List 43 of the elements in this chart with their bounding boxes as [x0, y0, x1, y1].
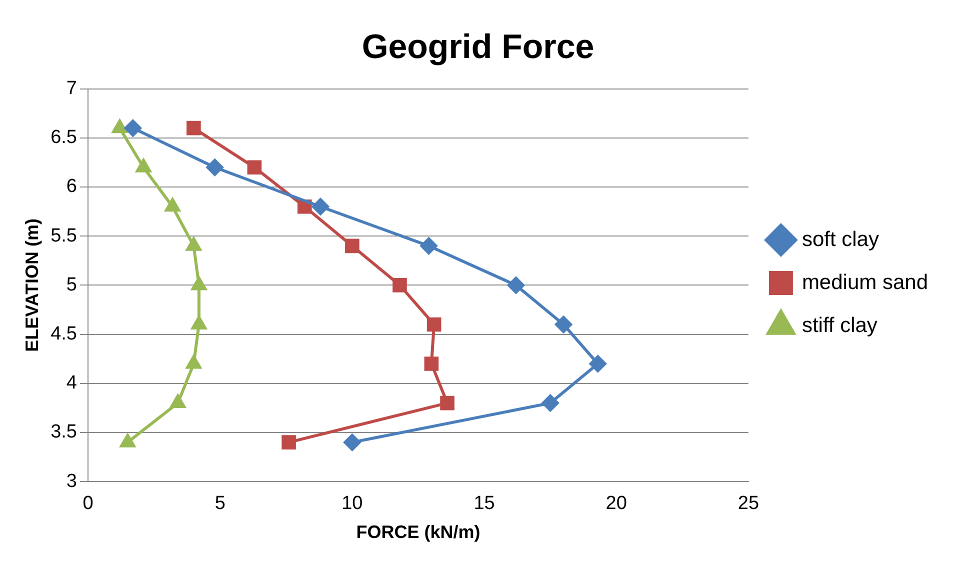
chart-title: Geogrid Force: [362, 28, 594, 66]
point: [191, 276, 207, 290]
y-tick-label: 6.5: [50, 127, 78, 148]
y-tick-label: 4: [66, 372, 78, 394]
point: [124, 120, 142, 137]
y-tick-label: 7: [66, 78, 78, 100]
point: [420, 237, 438, 254]
legend-label: medium sand: [802, 270, 928, 294]
x-tick-label: 0: [82, 493, 94, 514]
y-tick-label: 5.5: [50, 225, 78, 246]
point: [112, 120, 128, 134]
point: [206, 158, 224, 176]
x-tick-label: 15: [474, 493, 495, 514]
point: [247, 160, 262, 175]
point: [344, 434, 361, 451]
legend-label: stiff clay: [802, 314, 878, 337]
legend-label: soft clay: [802, 228, 880, 251]
y-axis-title: ELEVATION (m): [22, 218, 42, 352]
y-tick-label: 6: [66, 176, 78, 198]
x-tick-label: 10: [342, 493, 363, 514]
point: [136, 158, 152, 172]
point: [426, 317, 442, 332]
point: [170, 394, 186, 408]
y-tick-label: 4.5: [50, 324, 78, 345]
x-tick-label: 5: [214, 493, 226, 514]
point: [424, 356, 439, 371]
x-tick-label: 25: [738, 493, 760, 514]
point: [589, 355, 606, 372]
point: [542, 394, 559, 412]
y-tick-label: 5: [66, 274, 78, 296]
point: [345, 238, 360, 254]
x-axis-title: FORCE (kN/m): [356, 522, 480, 542]
point: [392, 278, 407, 292]
point: [164, 198, 180, 212]
point: [186, 120, 201, 136]
point: [440, 396, 454, 410]
y-tick-label: 3: [66, 470, 78, 492]
point: [555, 316, 572, 333]
x-tick-label: 20: [606, 493, 627, 514]
y-tick-label: 3.5: [50, 422, 78, 443]
point: [507, 276, 524, 294]
point: [282, 435, 296, 450]
point: [312, 198, 329, 216]
